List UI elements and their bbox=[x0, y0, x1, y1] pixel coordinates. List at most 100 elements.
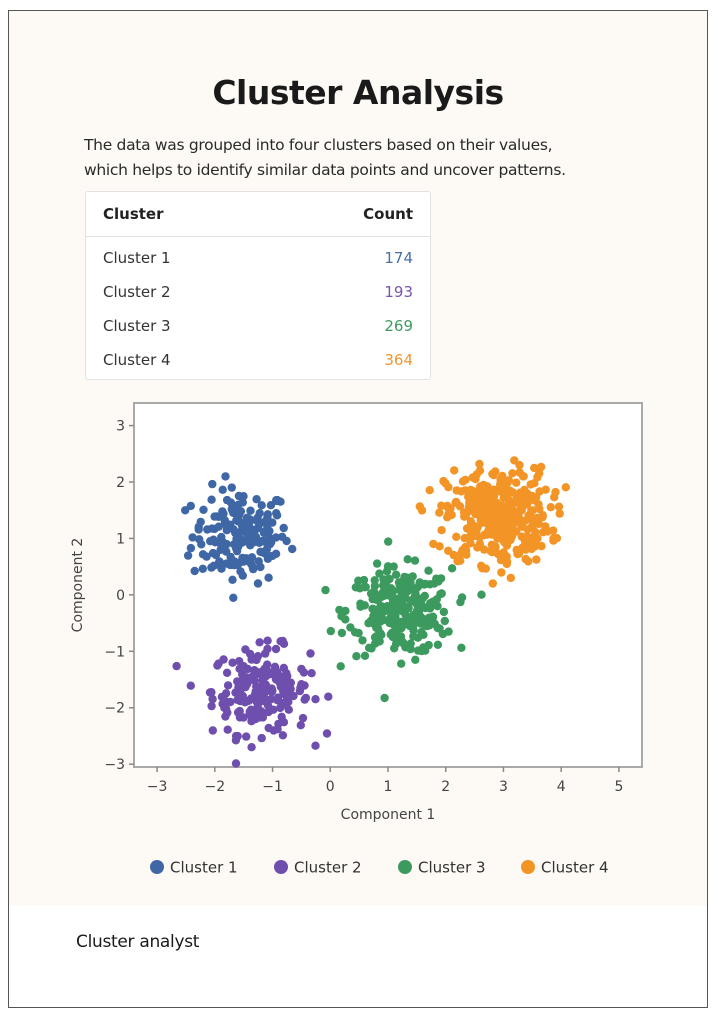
data-point bbox=[360, 651, 370, 660]
data-point bbox=[203, 525, 212, 534]
data-point bbox=[264, 573, 273, 582]
data-point bbox=[535, 504, 544, 514]
data-point bbox=[208, 694, 217, 704]
y-tick-label: −1 bbox=[104, 644, 125, 660]
data-point bbox=[487, 547, 497, 557]
data-point bbox=[477, 500, 486, 510]
data-point bbox=[401, 610, 410, 619]
data-point bbox=[373, 624, 383, 633]
data-point bbox=[257, 501, 266, 510]
data-point bbox=[278, 532, 287, 541]
data-point bbox=[284, 705, 293, 714]
data-point bbox=[233, 560, 242, 570]
data-point bbox=[235, 657, 244, 666]
data-point bbox=[475, 459, 484, 469]
data-point bbox=[211, 538, 220, 547]
series-cluster-2 bbox=[172, 636, 333, 768]
data-point bbox=[202, 552, 211, 561]
report-card: Cluster Analysis The data was grouped in… bbox=[9, 11, 707, 906]
data-point bbox=[383, 562, 393, 571]
data-point bbox=[527, 506, 536, 516]
data-point bbox=[508, 469, 517, 478]
data-point bbox=[435, 508, 444, 517]
data-point bbox=[415, 578, 424, 587]
data-point bbox=[502, 524, 511, 533]
data-point bbox=[255, 684, 265, 693]
data-point bbox=[207, 495, 216, 504]
data-point bbox=[221, 712, 230, 721]
data-point bbox=[282, 669, 291, 678]
data-point bbox=[186, 543, 196, 553]
data-point bbox=[476, 515, 485, 525]
legend-marker-icon bbox=[521, 860, 535, 874]
data-point bbox=[460, 512, 469, 521]
data-point bbox=[496, 475, 505, 484]
data-point bbox=[391, 570, 401, 579]
x-tick-label: −3 bbox=[147, 779, 168, 795]
data-point bbox=[254, 698, 264, 707]
data-point bbox=[531, 527, 540, 537]
data-point bbox=[513, 549, 522, 559]
data-point bbox=[236, 527, 245, 537]
table-row: Cluster 3 269 bbox=[86, 309, 430, 343]
data-point bbox=[231, 759, 241, 768]
data-point bbox=[284, 682, 293, 691]
data-point bbox=[413, 646, 423, 655]
data-point bbox=[254, 710, 264, 719]
data-point bbox=[433, 602, 442, 611]
legend-item: Cluster 2 bbox=[274, 859, 362, 877]
data-point bbox=[252, 495, 261, 504]
data-point bbox=[253, 579, 263, 588]
data-point bbox=[243, 664, 252, 674]
data-point bbox=[269, 726, 278, 735]
data-point bbox=[533, 472, 542, 482]
data-point bbox=[530, 463, 539, 473]
series-cluster-1 bbox=[181, 472, 297, 602]
data-point bbox=[321, 585, 330, 595]
data-point bbox=[227, 483, 236, 492]
data-point bbox=[324, 692, 333, 701]
data-point bbox=[543, 527, 552, 536]
data-point bbox=[222, 495, 232, 505]
data-point bbox=[253, 652, 263, 661]
legend-label: Cluster 3 bbox=[418, 859, 486, 877]
data-point bbox=[352, 652, 361, 661]
data-point bbox=[424, 566, 433, 575]
data-point bbox=[466, 517, 475, 526]
x-tick-label: 2 bbox=[441, 779, 450, 795]
data-point bbox=[255, 509, 264, 518]
y-tick-label: 0 bbox=[116, 588, 125, 604]
data-point bbox=[444, 483, 453, 492]
data-point bbox=[306, 649, 315, 658]
data-point bbox=[393, 599, 403, 608]
data-point bbox=[549, 536, 558, 545]
data-point bbox=[498, 510, 507, 519]
data-point bbox=[522, 497, 532, 507]
y-tick-label: 3 bbox=[116, 419, 125, 435]
data-point bbox=[473, 543, 482, 552]
data-point bbox=[268, 551, 277, 561]
data-point bbox=[505, 499, 514, 508]
data-point bbox=[238, 498, 247, 507]
data-point bbox=[326, 626, 335, 636]
data-point bbox=[423, 615, 433, 624]
data-point bbox=[405, 621, 415, 631]
data-point bbox=[477, 590, 486, 599]
x-tick-label: 1 bbox=[384, 779, 393, 795]
data-point bbox=[464, 502, 474, 511]
data-point bbox=[255, 520, 264, 529]
data-point bbox=[439, 607, 449, 617]
data-point bbox=[186, 681, 195, 690]
data-point bbox=[483, 508, 492, 518]
data-point bbox=[408, 572, 417, 581]
data-point bbox=[461, 475, 470, 485]
data-point bbox=[273, 696, 282, 705]
data-point bbox=[409, 632, 418, 641]
data-point bbox=[172, 661, 181, 671]
x-tick-label: 5 bbox=[614, 779, 623, 795]
data-point bbox=[387, 628, 397, 637]
x-tick-label: 3 bbox=[499, 779, 508, 795]
data-point bbox=[284, 697, 293, 707]
data-point bbox=[199, 505, 208, 514]
data-point bbox=[521, 554, 530, 564]
